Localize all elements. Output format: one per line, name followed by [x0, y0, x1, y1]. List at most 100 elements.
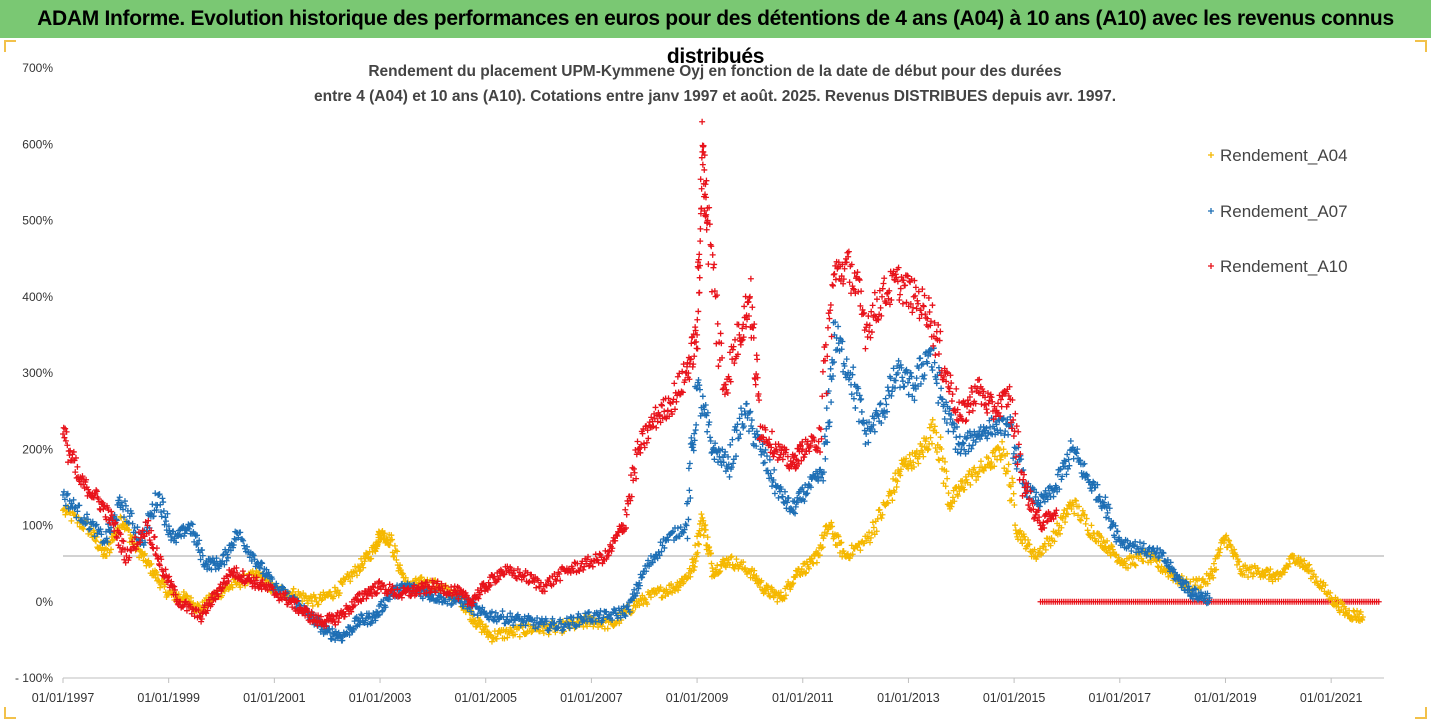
data-point	[1262, 572, 1269, 579]
data-point	[363, 551, 370, 558]
data-point	[806, 565, 813, 572]
data-point	[819, 544, 826, 551]
data-point	[953, 385, 960, 392]
data-point	[256, 569, 263, 576]
data-point	[166, 573, 173, 580]
data-point	[933, 429, 940, 436]
data-point	[648, 414, 655, 421]
data-point	[251, 556, 258, 563]
data-point	[931, 423, 938, 430]
data-point	[396, 562, 403, 569]
data-point	[173, 539, 180, 546]
data-point	[1340, 608, 1347, 615]
data-point	[63, 492, 70, 499]
data-point	[935, 350, 942, 357]
data-point	[714, 459, 721, 466]
data-point	[777, 589, 784, 596]
data-point	[816, 552, 823, 559]
data-point	[180, 589, 187, 596]
data-point	[128, 510, 135, 517]
data-point	[711, 261, 718, 268]
data-point	[664, 407, 671, 414]
data-point	[219, 592, 225, 599]
data-point	[1077, 517, 1084, 524]
data-point	[576, 568, 583, 575]
data-point	[258, 559, 265, 566]
data-point	[1223, 532, 1230, 539]
data-point	[694, 345, 701, 352]
data-point	[879, 511, 886, 518]
data-point	[487, 631, 494, 638]
x-tick-label: 01/01/2019	[1194, 691, 1257, 705]
data-point	[60, 488, 67, 495]
data-point	[865, 535, 872, 542]
data-point	[867, 539, 874, 546]
data-point	[766, 592, 773, 599]
data-point	[91, 533, 98, 540]
data-point	[838, 539, 845, 546]
data-point	[693, 553, 700, 560]
data-point	[931, 359, 938, 366]
data-point	[1031, 546, 1038, 553]
data-point	[327, 629, 334, 636]
data-point	[902, 282, 909, 289]
data-point	[1216, 552, 1222, 559]
data-point	[671, 587, 678, 594]
data-point	[966, 467, 973, 474]
data-point	[1047, 542, 1054, 549]
data-point	[364, 621, 371, 628]
data-point	[941, 458, 948, 465]
data-point	[1067, 438, 1074, 445]
data-point	[715, 363, 722, 370]
data-point	[79, 524, 86, 531]
data-point	[707, 434, 714, 441]
data-point	[356, 568, 363, 575]
data-point	[1210, 574, 1217, 581]
data-point	[1140, 540, 1147, 547]
data-point	[863, 431, 870, 437]
data-point	[1007, 483, 1014, 490]
data-point	[910, 464, 917, 471]
data-point	[388, 532, 395, 539]
data-point	[196, 537, 203, 544]
data-point	[960, 440, 967, 447]
data-point	[1014, 536, 1021, 543]
data-point	[154, 571, 161, 578]
data-point	[1034, 553, 1041, 560]
data-point	[325, 592, 332, 599]
data-point	[1131, 561, 1138, 568]
data-point	[936, 457, 943, 464]
data-point	[153, 507, 160, 514]
chart-frame: Rendement du placement UPM-Kymmene Oyj e…	[0, 38, 1431, 721]
data-point	[753, 371, 760, 378]
data-point	[159, 495, 166, 502]
data-point	[1354, 607, 1361, 614]
data-point	[910, 459, 917, 466]
data-point	[867, 534, 874, 541]
data-point	[1206, 575, 1213, 582]
data-point	[252, 571, 259, 578]
data-point	[902, 458, 909, 465]
data-point	[1066, 462, 1073, 469]
data-point	[647, 594, 654, 601]
data-point	[1010, 490, 1017, 497]
data-point	[126, 526, 133, 533]
data-point	[714, 320, 721, 327]
data-point	[937, 328, 944, 335]
data-point	[1009, 479, 1016, 486]
data-point	[712, 566, 719, 573]
data-point	[330, 593, 337, 600]
data-point	[697, 176, 704, 183]
data-point	[213, 555, 220, 562]
data-point	[764, 467, 771, 474]
data-point	[876, 506, 883, 513]
data-point	[1007, 413, 1014, 420]
data-point	[81, 514, 88, 521]
data-point	[942, 483, 949, 490]
data-point	[265, 569, 272, 576]
data-point	[1286, 560, 1293, 567]
data-point	[1082, 520, 1089, 527]
data-point	[98, 531, 105, 538]
x-tick-label: 01/01/2015	[983, 691, 1046, 705]
data-point	[904, 272, 911, 279]
